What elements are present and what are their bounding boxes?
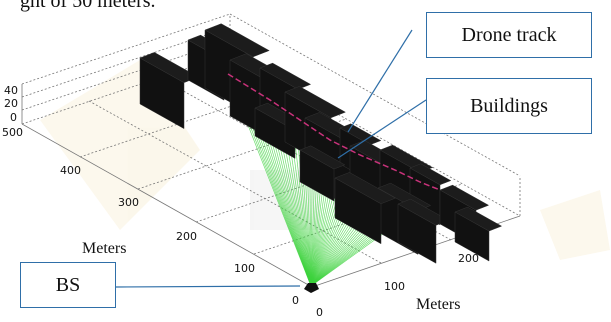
y-axis-title: Meters xyxy=(82,240,127,257)
gridline-y-300 xyxy=(137,118,347,190)
x-tick-200: 200 xyxy=(458,252,479,265)
building-roof xyxy=(409,163,452,186)
z-tick-0: 0 xyxy=(10,111,17,124)
top-edge-right xyxy=(229,13,521,177)
callout-line-drone xyxy=(347,29,413,133)
callout-buildings: Buildings xyxy=(426,78,592,134)
building-roof xyxy=(284,86,346,119)
callout-base-station: BS xyxy=(20,262,116,308)
building-roof xyxy=(204,23,270,58)
callout-line-bs xyxy=(115,285,301,288)
y-tick-100: 100 xyxy=(234,262,255,275)
z-tick-20: 20 xyxy=(4,97,18,110)
building-roof xyxy=(439,184,490,211)
floor-edge-far xyxy=(229,53,521,217)
y-tick-300: 300 xyxy=(118,196,139,209)
building-roof xyxy=(334,172,396,205)
y-tick-200: 200 xyxy=(176,230,197,243)
floor-edge-back xyxy=(21,53,231,125)
buildings-group xyxy=(139,23,503,264)
base-station-marker xyxy=(304,283,319,293)
x-tick-100: 100 xyxy=(384,280,405,293)
building-roof xyxy=(259,62,312,90)
x-tick-0: 0 xyxy=(316,306,323,319)
y-tick-500: 500 xyxy=(2,126,23,139)
gridline-z-40 xyxy=(21,26,231,98)
gridline-x-200 xyxy=(159,77,452,241)
header-text: ght of 50 meters. xyxy=(20,0,156,12)
top-edge-back xyxy=(21,13,231,85)
callout-line-buildings xyxy=(337,99,427,159)
y-tick-400: 400 xyxy=(60,164,81,177)
x-axis-title: Meters xyxy=(416,296,461,313)
z-tick-40: 40 xyxy=(4,84,18,97)
gridline-z-20 xyxy=(21,39,231,111)
y-tick-0: 0 xyxy=(292,294,299,307)
callout-drone-track: Drone track xyxy=(426,12,592,58)
floor-edge-left xyxy=(21,123,313,288)
building-roof xyxy=(454,206,503,232)
building-roof xyxy=(299,145,346,170)
drone-track-line xyxy=(227,73,441,191)
